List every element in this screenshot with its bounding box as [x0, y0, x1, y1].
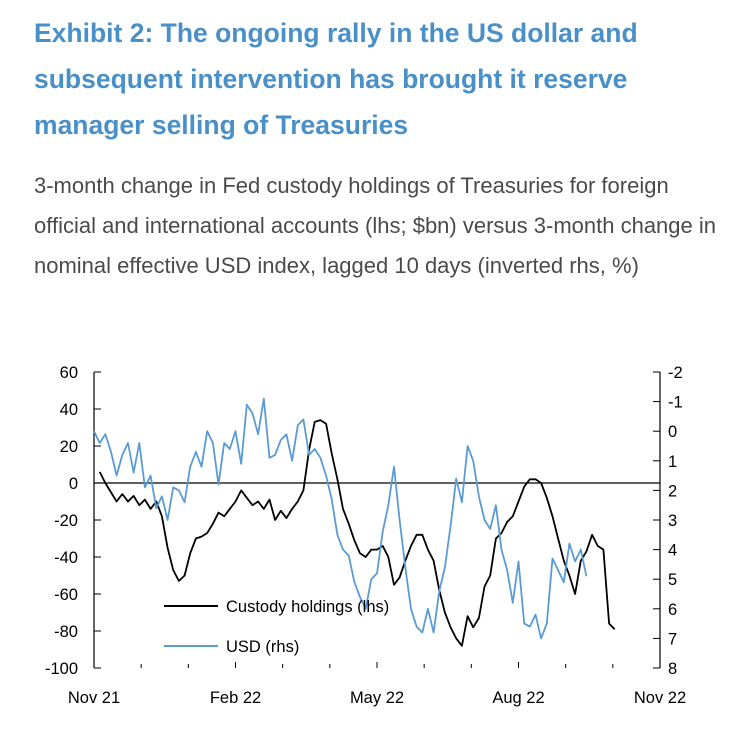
- right-tick-label: 8: [668, 660, 677, 678]
- left-tick-label: -100: [45, 660, 78, 678]
- right-tick-label: 5: [668, 571, 677, 589]
- right-tick-label: 1: [668, 453, 677, 471]
- x-tick-label: Nov 21: [68, 689, 120, 707]
- right-tick-label: 3: [668, 512, 677, 530]
- x-tick-label: May 22: [350, 689, 404, 707]
- left-tick-label: -60: [54, 586, 78, 604]
- chart-subtitle: 3-month change in Fed custody holdings o…: [34, 173, 716, 278]
- left-tick-label: 60: [60, 364, 78, 382]
- chart-axes: [93, 372, 661, 668]
- left-tick-label: -20: [54, 512, 78, 530]
- right-tick-label: 6: [668, 601, 677, 619]
- legend-label: Custody holdings (lhs): [226, 598, 389, 616]
- chart-legend: Custody holdings (lhs) USD (rhs): [164, 598, 389, 656]
- right-tick-label: 4: [668, 542, 677, 560]
- custody-holdings-line: [98, 419, 616, 647]
- x-tick-label: Nov 22: [634, 689, 686, 707]
- chart-ticks: 60 40 20 0 -20 -40 -60 -80 -100 -2 -1 0 1 2 3 4 5 6 7 8 Nov …: [45, 364, 686, 707]
- chart-series: [93, 397, 616, 647]
- left-tick-label: -40: [54, 549, 78, 567]
- x-tick-label: Aug 22: [492, 689, 544, 707]
- usd-line: [93, 397, 588, 640]
- right-tick-label: 7: [668, 630, 677, 648]
- right-tick-label: -2: [668, 364, 683, 382]
- left-tick-label: 20: [60, 438, 78, 456]
- chart-title: Exhibit 2: The ongoing rally in the US d…: [34, 18, 638, 140]
- left-tick-label: 0: [69, 475, 78, 493]
- legend-label: USD (rhs): [226, 638, 299, 656]
- right-tick-label: 2: [668, 482, 677, 500]
- right-tick-label: 0: [668, 423, 677, 441]
- x-tick-label: Feb 22: [210, 689, 261, 707]
- left-tick-label: 40: [60, 401, 78, 419]
- right-tick-label: -1: [668, 394, 683, 412]
- left-tick-label: -80: [54, 623, 78, 641]
